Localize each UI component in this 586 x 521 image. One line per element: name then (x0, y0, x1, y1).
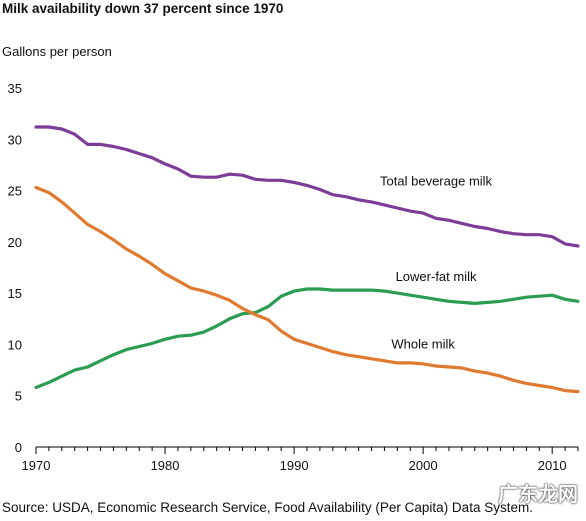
y-tick-label: 35 (8, 81, 22, 96)
x-tick-label: 1990 (280, 458, 309, 473)
total-beverage-milk-label: Total beverage milk (380, 173, 492, 188)
x-tick-label: 2010 (538, 458, 567, 473)
y-tick-label: 10 (8, 337, 22, 352)
y-tick-label: 20 (8, 235, 22, 250)
chart-title: Milk availability down 37 percent since … (2, 1, 284, 16)
y-tick-label: 15 (8, 286, 22, 301)
y-tick-label: 0 (15, 440, 22, 455)
whole-milk-line (34, 185, 580, 394)
watermark-logo: 广东龙网 (498, 482, 578, 506)
whole-milk-label: Whole milk (391, 337, 455, 352)
total-beverage-milk-line (34, 125, 580, 248)
y-tick-label: 25 (8, 184, 22, 199)
axes: 0 5 10 15 20 25 30 35 1970 1980 1990 2000 2010 (8, 81, 579, 473)
source-note: Source: USDA, Economic Research Service,… (2, 500, 533, 515)
y-axis-label: Gallons per person (2, 44, 112, 59)
x-tick-label: 2000 (409, 458, 438, 473)
lower-fat-milk-label: Lower-fat milk (396, 269, 477, 284)
y-tick-label: 5 (15, 389, 22, 404)
series-labels: Total beverage milk Lower-fat milk Whole m… (380, 173, 492, 351)
series-lines (34, 125, 580, 394)
x-tick-label: 1970 (22, 458, 51, 473)
lower-fat-milk-line (34, 287, 580, 390)
x-tick-label: 1980 (151, 458, 180, 473)
y-tick-label: 30 (8, 132, 22, 147)
